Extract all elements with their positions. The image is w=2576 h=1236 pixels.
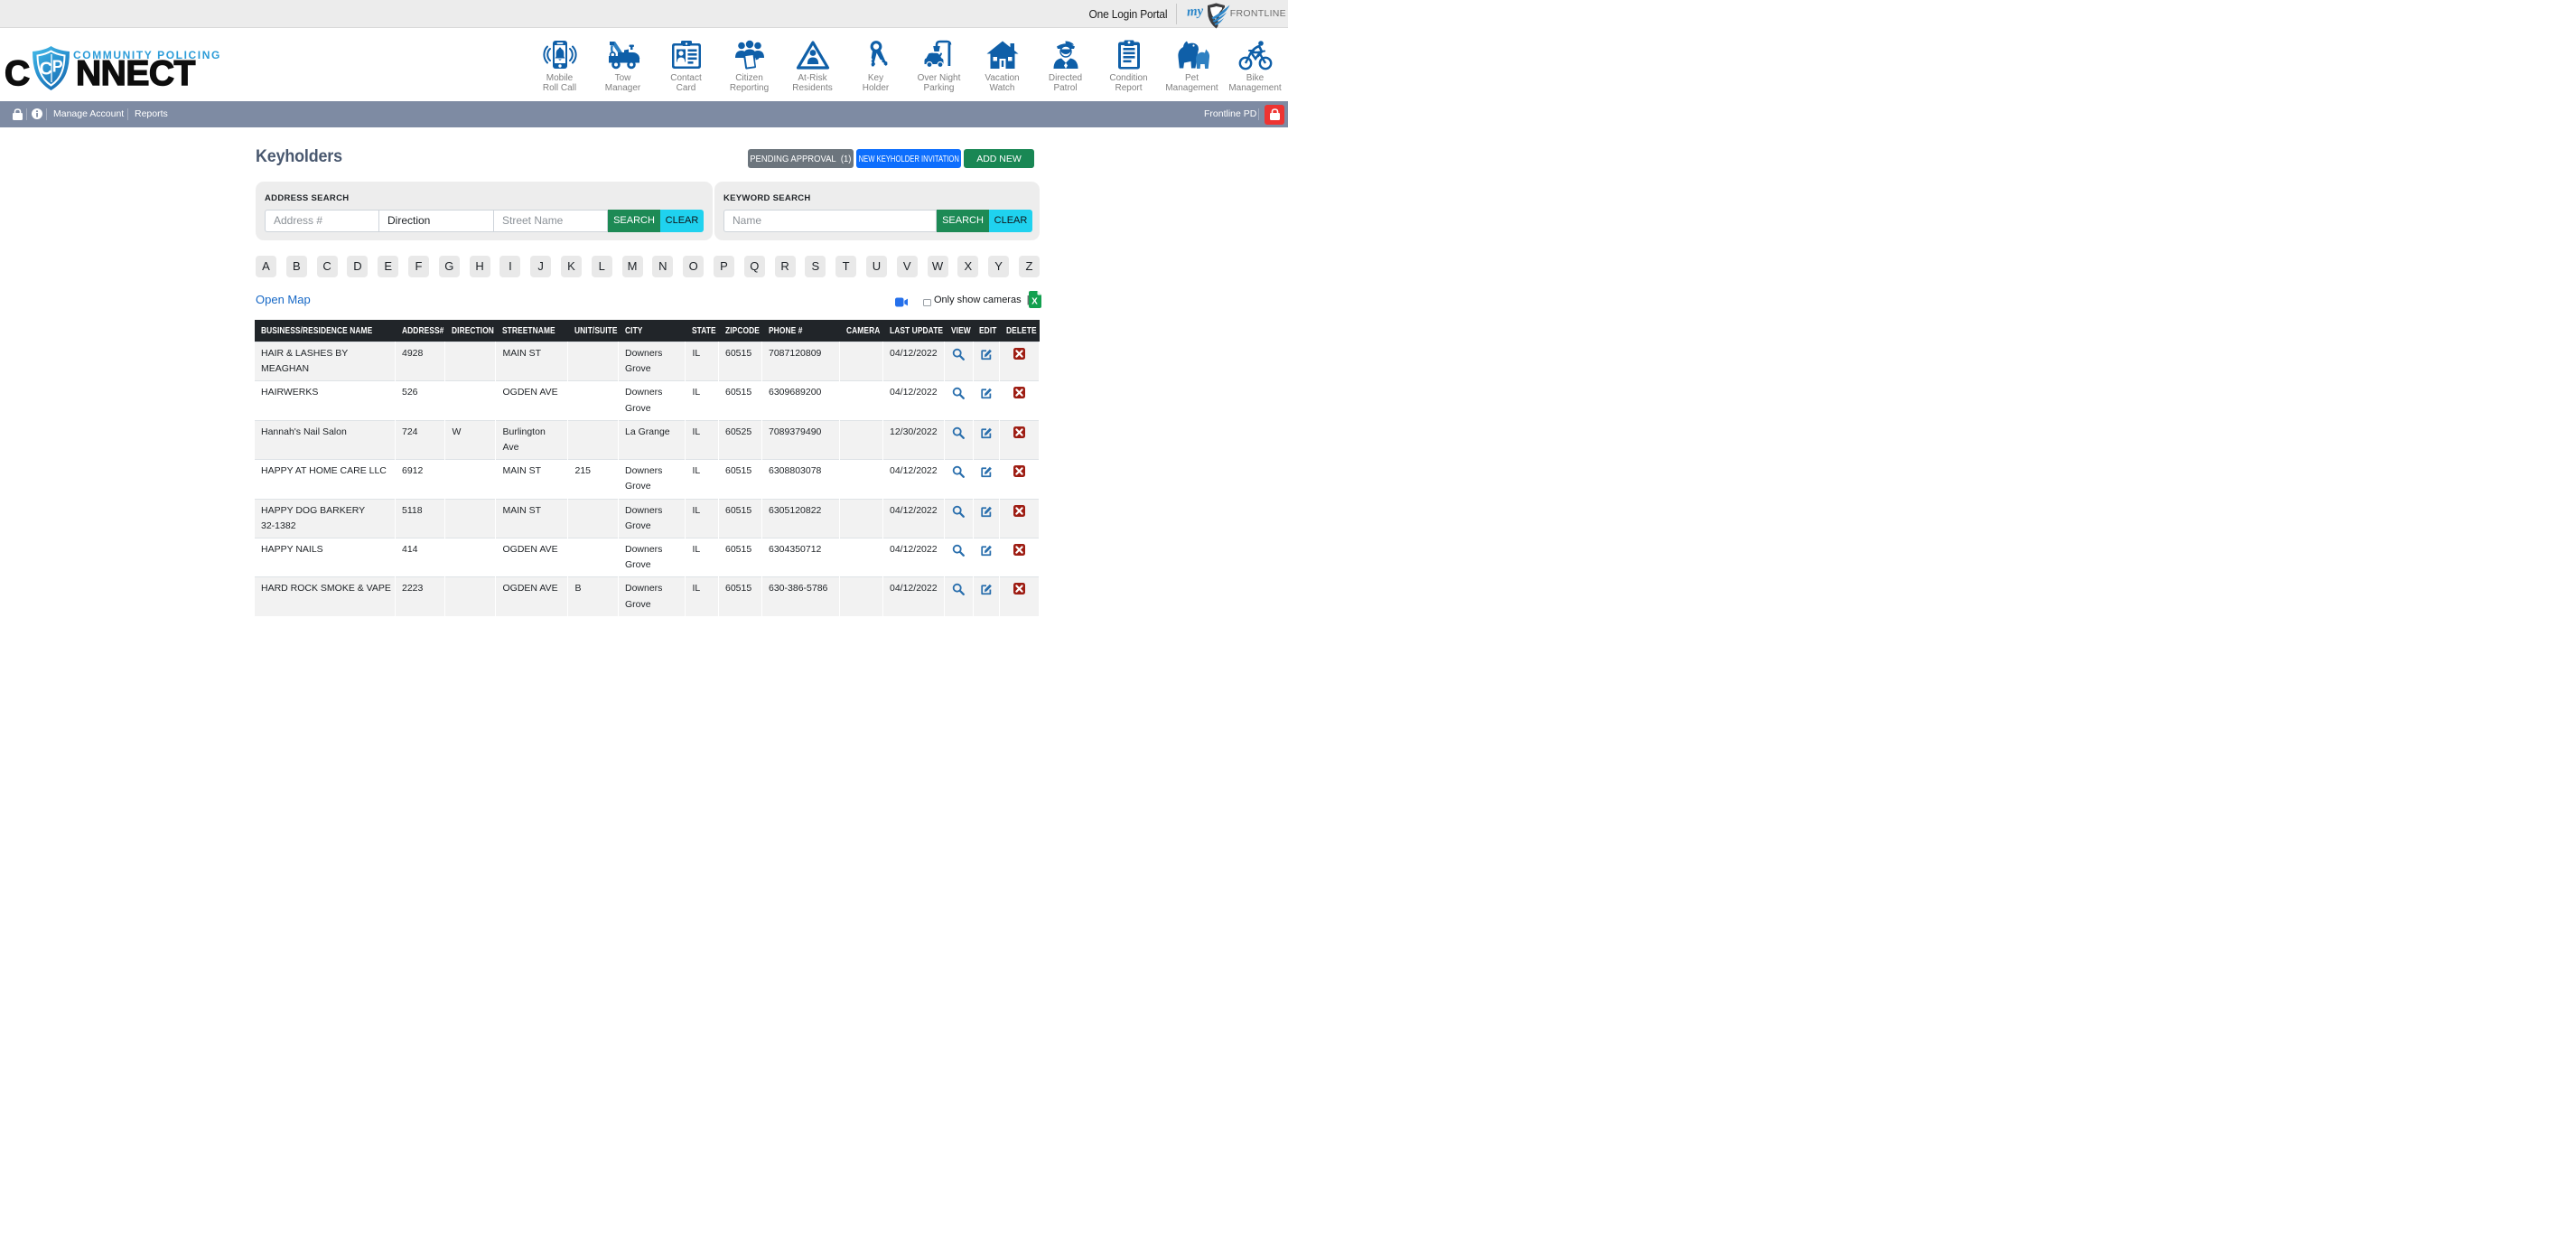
svg-text:P: P [52,58,63,76]
svg-text:X: X [1031,297,1038,307]
svg-text:C: C [40,60,52,80]
